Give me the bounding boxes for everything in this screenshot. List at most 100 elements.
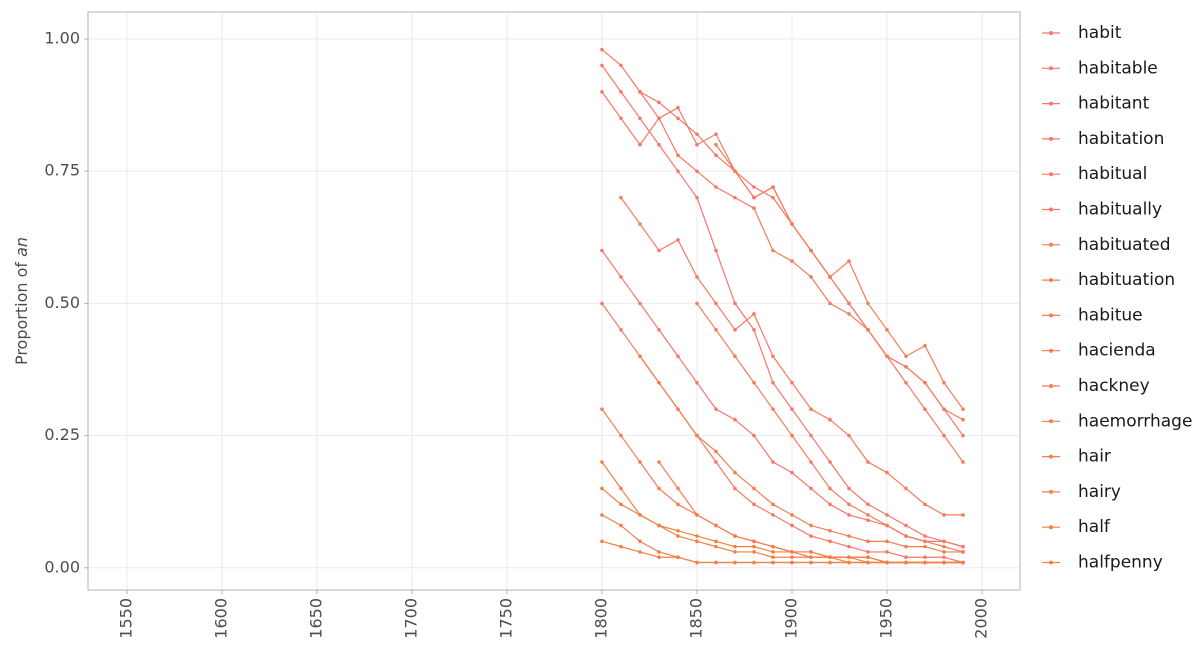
point [752,486,756,491]
point [733,328,737,332]
point [714,153,718,158]
point [961,560,965,565]
point [714,407,718,411]
point [752,380,756,385]
point [676,502,680,507]
series-line [601,461,963,564]
series-line [601,514,963,564]
point [676,105,680,110]
point [828,417,832,422]
y-tick-label: 0.50 [44,293,80,312]
point [942,550,946,554]
point [961,544,965,549]
point [657,555,661,560]
series-line [639,355,963,553]
point [790,555,794,560]
point [714,560,718,565]
point [866,560,870,565]
point [923,544,927,549]
point [790,407,794,411]
legend-label: hacienda [1078,341,1156,361]
point [790,470,794,475]
point [771,185,775,189]
x-tick-label: 1850 [686,598,705,639]
plot-lines [600,47,965,565]
point [733,534,737,538]
point [847,259,851,263]
point [714,449,718,454]
point [904,560,908,565]
point [923,560,927,565]
axes: 0.00 0.25 0.50 0.75 1.00 1550 1600 1650 1700 1750… [44,28,990,638]
point [638,116,642,121]
series-line [601,65,964,548]
point [619,275,623,279]
legend-label: hackney [1078,376,1150,396]
legend-key-point [1049,560,1053,565]
legend-key-point [1049,489,1053,494]
point [771,354,775,359]
point [600,90,604,94]
point [828,275,832,279]
point [752,539,756,544]
series-line [601,49,964,463]
point [638,222,642,226]
legend-label: habitue [1078,305,1143,325]
legend-key-point [1049,207,1053,212]
point [600,513,604,517]
x-tick-label: 1750 [496,598,515,639]
point [942,380,946,385]
y-tick-label: 0.00 [44,557,80,576]
point [942,407,946,411]
x-tick-label: 1550 [116,598,135,639]
x-tick-label: 1800 [591,598,610,639]
x-tick-label: 1900 [781,598,800,639]
point [809,407,813,411]
point [733,354,737,359]
y-tick-label: 0.75 [44,161,80,180]
legend-key-point [1049,419,1053,424]
point [752,195,756,200]
point [657,248,661,253]
point [619,433,623,438]
point [809,460,813,464]
panel-border [87,11,1021,591]
point [733,195,737,200]
point [828,560,832,565]
point [866,518,870,522]
point [619,63,623,68]
legend-label: habit [1078,23,1122,43]
point [733,169,737,173]
point [885,354,889,359]
point [923,539,927,544]
legend-key-point [1049,136,1053,141]
point [771,407,775,411]
point [638,301,642,306]
point [619,502,623,507]
point [695,539,699,544]
point [695,380,699,385]
point [961,550,965,554]
point [752,560,756,565]
legend-key-point [1049,66,1053,71]
series-line [601,250,964,548]
point [657,116,661,121]
point [657,550,661,554]
point [657,460,661,464]
point [923,502,927,507]
point [638,142,642,147]
point [600,248,604,253]
point [847,560,851,565]
point [771,560,775,565]
point [714,539,718,544]
point [676,486,680,491]
point [885,470,889,475]
point [771,544,775,549]
legend-label: hair [1078,447,1111,467]
point [619,90,623,94]
legend-key-point [1049,454,1053,459]
point [923,534,927,538]
point [752,328,756,332]
point [923,380,927,385]
